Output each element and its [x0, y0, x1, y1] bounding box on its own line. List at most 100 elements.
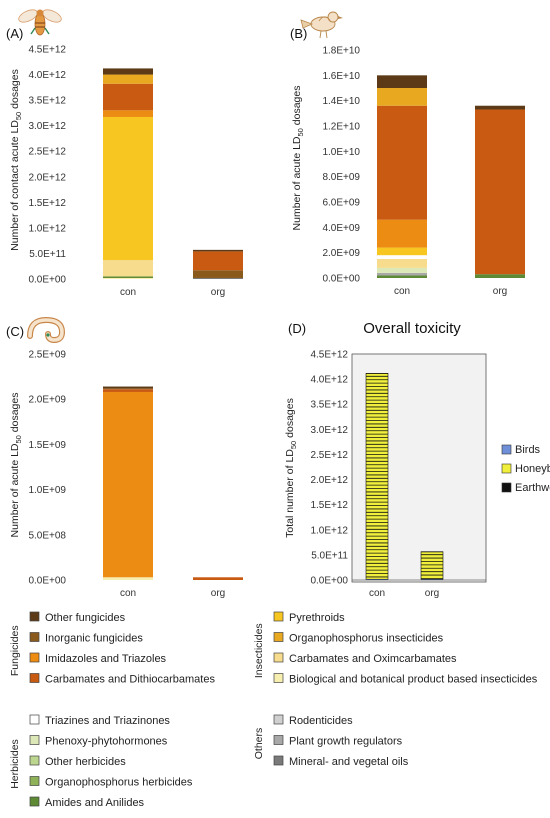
legend-swatch — [273, 632, 284, 642]
y-tick-label: 1.5E+12 — [310, 500, 348, 511]
panel-b-bars — [377, 75, 525, 278]
y-tick-label: 4.5E+12 — [310, 350, 348, 361]
legend-item-label: Phenoxy-phytohormones — [45, 736, 168, 748]
y-tick-label: 2.0E+12 — [310, 475, 348, 486]
panel-a-x-ticks: con org — [120, 287, 225, 298]
category-legend: Other fungicides Inorganic fungicides Imid… — [9, 611, 538, 809]
panel-b: (B) 0.0E+00 2.0E+09 4.0E+09 6.0E+09 8.0E+09 1… — [290, 11, 525, 297]
bar-segment — [103, 110, 153, 117]
bar-segment — [377, 267, 427, 273]
legend-group-label: Herbicides — [9, 739, 21, 789]
legend-item-label: Pyrethroids — [289, 612, 345, 624]
legend-swatch — [29, 652, 40, 663]
legend-swatch — [29, 755, 40, 766]
panel-a: (A) 0.0E+00 5.0E+11 1.0E+12 1.5E+12 2.0E+12 2… — [6, 9, 243, 298]
panel-d-legend: Birds Honeybees Earthworms — [501, 444, 550, 494]
y-tick-label: 0.0E+00 — [322, 274, 360, 285]
x-tick-label: org — [211, 287, 225, 298]
panel-a-y-label: Number of contact acute LD50 dosages — [9, 69, 23, 251]
bar-segment — [103, 116, 153, 261]
bar-segment — [193, 249, 243, 252]
y-tick-label: 2.5E+09 — [28, 350, 66, 361]
panel-d-x-ticks: con org — [369, 588, 439, 599]
bar-segment — [377, 272, 427, 276]
legend-item-label: Rodenticides — [289, 715, 353, 727]
bar-segment — [103, 68, 153, 75]
y-tick-label: 4.0E+12 — [28, 70, 66, 81]
legend-label: Honeybees — [515, 463, 550, 475]
bar-segment — [377, 247, 427, 256]
bar-segment — [193, 577, 243, 580]
x-tick-label: con — [394, 286, 410, 297]
bar-segment — [193, 251, 243, 271]
y-tick-label: 4.0E+12 — [310, 375, 348, 386]
legend-item-label: Organophosphorus insecticides — [289, 633, 444, 645]
panel-d-bars — [352, 373, 486, 581]
bar-segment — [103, 277, 153, 279]
panel-c: (C) 0.0E+00 5.0E+08 1.0E+09 1.5E+09 2.0E+09 2… — [6, 316, 243, 599]
y-tick-label: 4.0E+09 — [322, 223, 360, 234]
bar-segment — [377, 255, 427, 259]
legend-group-label: Others — [253, 728, 265, 760]
y-tick-label: 3.5E+12 — [310, 400, 348, 411]
bar-segment — [377, 275, 427, 278]
y-tick-label: 4.5E+12 — [28, 45, 66, 56]
y-tick-label: 0.0E+00 — [28, 576, 66, 587]
legend-swatch — [29, 714, 40, 725]
legend-swatch — [29, 673, 40, 683]
panel-a-y-ticks: 0.0E+00 5.0E+11 1.0E+12 1.5E+12 2.0E+12 2.5E+… — [28, 45, 66, 286]
panel-d-y-ticks: 0.0E+00 5.0E+11 1.0E+12 1.5E+12 2.0E+12 2.5E+… — [310, 350, 348, 587]
bar-segment — [103, 391, 153, 578]
x-tick-label: org — [211, 588, 225, 599]
y-tick-label: 1.6E+10 — [322, 71, 360, 82]
panel-b-y-ticks: 0.0E+00 2.0E+09 4.0E+09 6.0E+09 8.0E+09 1.0E+… — [322, 46, 360, 285]
bar-segment — [103, 276, 153, 278]
legend-item-label: Other fungicides — [45, 612, 126, 624]
y-tick-label: 6.0E+09 — [322, 198, 360, 209]
y-tick-label: 1.5E+12 — [28, 198, 66, 209]
panel-a-bars — [103, 68, 243, 279]
legend-group-label: Insecticides — [253, 623, 265, 678]
legend-swatch — [273, 611, 284, 622]
y-tick-label: 0.0E+00 — [28, 275, 66, 286]
y-tick-label: 2.0E+09 — [322, 248, 360, 259]
legend-swatch — [501, 444, 512, 455]
legend-swatch — [29, 611, 40, 622]
panel-b-x-ticks: con org — [394, 286, 507, 297]
panel-c-y-ticks: 0.0E+00 5.0E+08 1.0E+09 1.5E+09 2.0E+09 2.5E+… — [28, 350, 66, 587]
worm-icon — [27, 316, 66, 344]
panel-d: (D) Overall toxicity 0.0E+00 5.0E+11 1.0E+… — [284, 320, 550, 599]
y-tick-label: 5.0E+11 — [311, 550, 348, 561]
legend-swatch — [501, 463, 512, 474]
legend-swatch — [273, 673, 284, 683]
legend-swatch — [273, 714, 284, 725]
legend-item-label: Organophosphorus herbicides — [45, 777, 193, 789]
legend-item-label: Other herbicides — [45, 756, 126, 768]
legend-item-label: Carbamates and Dithiocarbamates — [45, 674, 215, 686]
y-tick-label: 1.0E+10 — [322, 147, 360, 158]
bar-segment — [475, 105, 525, 110]
bar-segment — [366, 373, 388, 374]
y-tick-label: 3.0E+12 — [310, 425, 348, 436]
y-tick-label: 1.0E+09 — [28, 485, 66, 496]
legend-item-label: Amides and Anilides — [45, 797, 145, 809]
y-tick-label: 1.4E+10 — [322, 96, 360, 107]
legend-item-label: Carbamates and Oximcarbamates — [289, 653, 457, 665]
legend-label: Birds — [515, 444, 541, 456]
y-tick-label: 0.0E+00 — [310, 576, 348, 587]
y-tick-label: 2.5E+12 — [310, 450, 348, 461]
bar-segment — [103, 260, 153, 277]
bar-segment — [103, 74, 153, 84]
legend-swatch — [501, 482, 512, 493]
legend-swatch — [29, 776, 40, 786]
panel-c-bars — [103, 386, 243, 580]
bar-segment — [377, 75, 427, 88]
legend-item-label: Biological and botanical product based i… — [289, 674, 538, 686]
legend-item-label: Plant growth regulators — [289, 736, 403, 748]
y-tick-label: 3.0E+12 — [28, 121, 66, 132]
bar-segment — [193, 277, 243, 279]
panel-b-y-label: Number of acute LD50 dosages — [291, 86, 305, 231]
legend-swatch — [29, 735, 40, 745]
bar-segment — [421, 551, 443, 553]
